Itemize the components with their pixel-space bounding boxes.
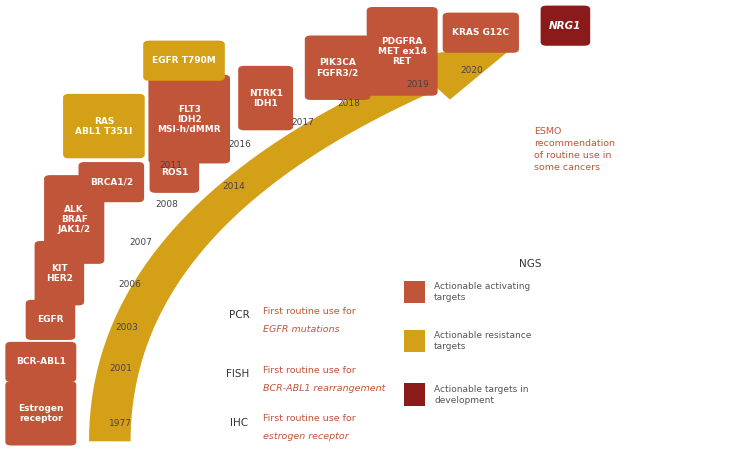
- FancyBboxPatch shape: [26, 300, 75, 340]
- FancyBboxPatch shape: [541, 6, 590, 46]
- FancyBboxPatch shape: [367, 7, 438, 96]
- Text: KRAS G12C: KRAS G12C: [453, 28, 509, 37]
- Text: 1977: 1977: [109, 419, 132, 428]
- Text: 2003: 2003: [115, 323, 138, 333]
- Text: Actionable resistance
targets: Actionable resistance targets: [434, 331, 531, 351]
- Text: 2011: 2011: [160, 161, 183, 170]
- FancyBboxPatch shape: [44, 175, 105, 264]
- Text: EGFR: EGFR: [37, 315, 64, 325]
- FancyBboxPatch shape: [148, 75, 230, 163]
- FancyBboxPatch shape: [63, 94, 145, 158]
- Text: Actionable activating
targets: Actionable activating targets: [434, 282, 531, 302]
- Text: FISH: FISH: [226, 368, 249, 379]
- Text: NGS: NGS: [519, 259, 542, 269]
- FancyBboxPatch shape: [5, 381, 76, 446]
- Text: PCR: PCR: [229, 310, 249, 320]
- Text: BCR-ABL1: BCR-ABL1: [16, 357, 66, 367]
- Text: 2016: 2016: [229, 140, 252, 149]
- Text: EGFR T790M: EGFR T790M: [152, 56, 216, 65]
- Text: BRCA1/2: BRCA1/2: [90, 177, 133, 187]
- Text: IHC: IHC: [230, 417, 248, 428]
- Text: NTRK1
IDH1: NTRK1 IDH1: [249, 89, 283, 107]
- Text: PDGFRA
MET ex14
RET: PDGFRA MET ex14 RET: [378, 37, 427, 66]
- Text: 2001: 2001: [109, 364, 132, 374]
- Text: 2020: 2020: [460, 65, 483, 75]
- Text: estrogen receptor: estrogen receptor: [263, 432, 349, 441]
- Polygon shape: [403, 42, 519, 99]
- Text: First routine use for: First routine use for: [263, 307, 356, 317]
- Text: 2017: 2017: [292, 118, 315, 127]
- Text: Actionable targets in
development: Actionable targets in development: [434, 384, 528, 405]
- FancyBboxPatch shape: [79, 162, 144, 202]
- Text: First routine use for: First routine use for: [263, 366, 356, 375]
- Text: 2007: 2007: [130, 238, 153, 248]
- Text: 2018: 2018: [338, 99, 361, 108]
- Text: First routine use for: First routine use for: [263, 414, 356, 423]
- Text: 2006: 2006: [119, 280, 142, 290]
- FancyBboxPatch shape: [35, 241, 84, 305]
- Text: ROS1: ROS1: [161, 168, 188, 177]
- Text: FLT3
IDH2
MSI-h/dMMR: FLT3 IDH2 MSI-h/dMMR: [157, 105, 221, 134]
- FancyBboxPatch shape: [443, 13, 519, 53]
- Text: ALK
BRAF
JAK1/2: ALK BRAF JAK1/2: [58, 205, 91, 234]
- Text: PIK3CA
FGFR3/2: PIK3CA FGFR3/2: [317, 58, 358, 77]
- FancyBboxPatch shape: [404, 383, 425, 406]
- Text: KIT
HER2: KIT HER2: [46, 264, 73, 283]
- FancyBboxPatch shape: [150, 153, 199, 193]
- Polygon shape: [89, 70, 435, 441]
- Text: RAS
ABL1 T351I: RAS ABL1 T351I: [75, 117, 133, 135]
- FancyBboxPatch shape: [143, 41, 225, 81]
- Text: ESMO
recommendation
of routine use in
some cancers: ESMO recommendation of routine use in so…: [534, 127, 615, 172]
- Text: EGFR mutations: EGFR mutations: [263, 325, 340, 334]
- FancyBboxPatch shape: [404, 330, 425, 352]
- FancyBboxPatch shape: [404, 281, 425, 303]
- Text: 2014: 2014: [223, 182, 246, 191]
- Text: 2008: 2008: [156, 199, 179, 209]
- Text: NRG1: NRG1: [549, 21, 582, 31]
- Text: 2019: 2019: [407, 80, 430, 90]
- Text: BCR-ABL1 rearrangement: BCR-ABL1 rearrangement: [263, 383, 386, 393]
- FancyBboxPatch shape: [305, 35, 370, 100]
- FancyBboxPatch shape: [238, 66, 293, 130]
- Text: Estrogen
receptor: Estrogen receptor: [18, 404, 64, 423]
- FancyBboxPatch shape: [5, 342, 76, 382]
